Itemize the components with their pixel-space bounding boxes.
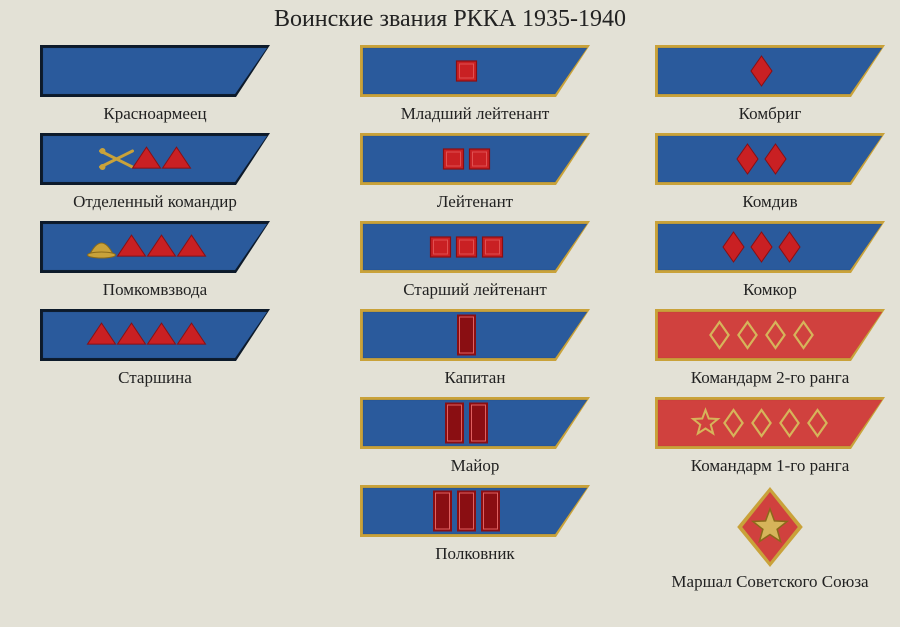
page-title: Воинские звания РККА 1935-1940 xyxy=(0,6,900,33)
rank-label: Командарм 2-го ранга xyxy=(625,368,900,388)
rank-cell: Отделенный командир xyxy=(10,128,300,212)
rank-cell: Лейтенант xyxy=(330,128,620,212)
rank-insignia-icon xyxy=(350,216,600,278)
rank-label: Лейтенант xyxy=(330,192,620,212)
rank-insignia-icon xyxy=(645,40,895,102)
rank-cell: Старшина xyxy=(10,304,300,388)
rank-label: Красноармеец xyxy=(10,104,300,124)
rank-insignia-icon xyxy=(645,480,895,570)
rank-cell: Комдив xyxy=(625,128,900,212)
rank-cell: Младший лейтенант xyxy=(330,40,620,124)
rank-cell: Полковник xyxy=(330,480,620,564)
rank-label: Командарм 1-го ранга xyxy=(625,456,900,476)
column-1: Красноармеец Отделенный командир Помкомвзв… xyxy=(10,40,300,392)
rank-insignia-icon xyxy=(30,128,280,190)
rank-label: Комдив xyxy=(625,192,900,212)
rank-cell: Капитан xyxy=(330,304,620,388)
column-2: Младший лейтенант Лейтенант Старший лейтен… xyxy=(330,40,620,568)
rank-cell: Красноармеец xyxy=(10,40,300,124)
rank-label: Помкомвзвода xyxy=(10,280,300,300)
rank-label: Комкор xyxy=(625,280,900,300)
rank-label: Капитан xyxy=(330,368,620,388)
rank-insignia-icon xyxy=(350,128,600,190)
rank-insignia-icon xyxy=(350,480,600,542)
column-3: Комбриг Комдив Комкор Командарм 2-го ранга К… xyxy=(625,40,900,596)
rank-insignia-icon xyxy=(645,392,895,454)
rank-label: Майор xyxy=(330,456,620,476)
rank-label: Младший лейтенант xyxy=(330,104,620,124)
rank-label: Полковник xyxy=(330,544,620,564)
rank-cell: Комкор xyxy=(625,216,900,300)
rank-cell: Старший лейтенант xyxy=(330,216,620,300)
rank-insignia-icon xyxy=(645,216,895,278)
rank-insignia-icon xyxy=(30,216,280,278)
rank-insignia-icon xyxy=(30,304,280,366)
rank-cell: Майор xyxy=(330,392,620,476)
rank-label: Старший лейтенант xyxy=(330,280,620,300)
rank-insignia-icon xyxy=(645,304,895,366)
rank-label: Маршал Советского Союза xyxy=(625,572,900,592)
rank-cell: Командарм 1-го ранга xyxy=(625,392,900,476)
rank-insignia-icon xyxy=(30,40,280,102)
rank-cell: Командарм 2-го ранга xyxy=(625,304,900,388)
rank-label: Старшина xyxy=(10,368,300,388)
rank-insignia-icon xyxy=(350,40,600,102)
rank-label: Комбриг xyxy=(625,104,900,124)
rank-label: Отделенный командир xyxy=(10,192,300,212)
rank-insignia-icon xyxy=(350,392,600,454)
rank-insignia-icon xyxy=(350,304,600,366)
rank-cell: Помкомвзвода xyxy=(10,216,300,300)
rank-cell: Маршал Советского Союза xyxy=(625,480,900,592)
rank-cell: Комбриг xyxy=(625,40,900,124)
rank-insignia-icon xyxy=(645,128,895,190)
